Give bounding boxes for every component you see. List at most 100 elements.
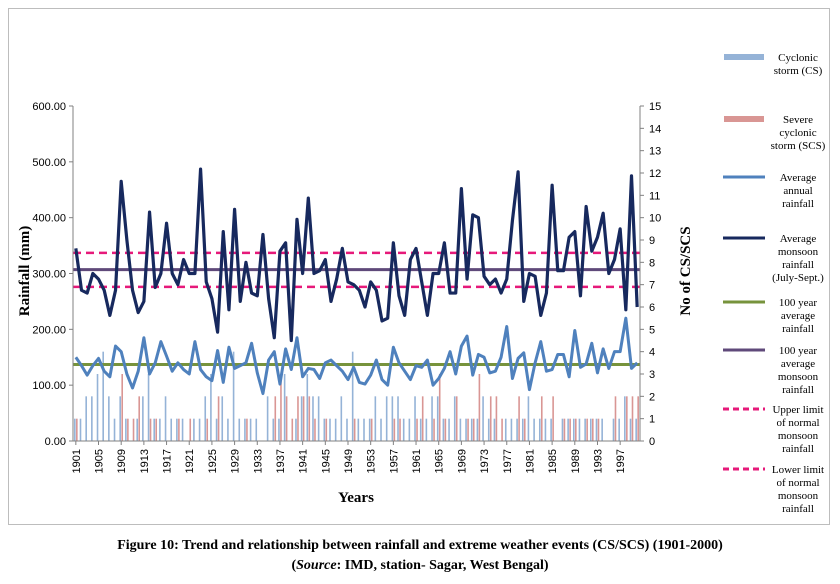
legend-label-line: Lower limit <box>772 464 824 476</box>
cs-bar-1970 <box>465 418 467 441</box>
cs-bar-1948 <box>340 396 343 441</box>
cs-bar-1989 <box>573 418 575 441</box>
legend-label-8: Lower limit of normal monsoon rainfall <box>772 464 824 515</box>
cs-bar-1943 <box>312 396 314 441</box>
cs-bar-1929 <box>232 351 235 441</box>
legend-label-line: average <box>781 358 815 370</box>
cs-bar-1913 <box>142 396 144 441</box>
legend-label-7: Upper limit of normal monsoon rainfall <box>772 404 823 455</box>
cs-bar-1904 <box>91 396 93 441</box>
cs-bar-1938 <box>283 374 286 441</box>
cs-bar-1959 <box>402 418 405 441</box>
legend-label-line: rainfall <box>782 443 814 455</box>
cs-bar-1909 <box>119 396 121 441</box>
x-tick-label: 1917 <box>162 449 174 473</box>
scs-bar-1962 <box>421 396 424 441</box>
y-tick-label: 400.00 <box>32 213 66 225</box>
scs-bar-1938 <box>285 396 288 441</box>
cs-bar-1946 <box>329 418 331 441</box>
cs-bar-1968 <box>453 396 456 441</box>
scs-bar-1943 <box>314 418 316 441</box>
cs-bar-1987 <box>561 418 564 441</box>
cs-bar-1925 <box>210 374 212 441</box>
x-tick-label: 1981 <box>524 449 536 473</box>
axes-layer: 0.00 100.00 200.00 300.00 400.00 500.00 600.00… <box>32 101 661 473</box>
x-tick-label: 1925 <box>207 449 219 473</box>
cs-bar-1965 <box>436 396 439 441</box>
scs-bar-1921 <box>189 418 192 441</box>
x-tick-label: 1973 <box>479 449 491 473</box>
legend-label-line: monsoon <box>778 371 819 383</box>
legend-label-line: Severe <box>783 114 813 126</box>
x-tick-label: 1941 <box>298 449 310 473</box>
scs-bar-1961 <box>416 418 418 441</box>
cs-bar-1991 <box>584 418 586 441</box>
legend-label-line: Upper limit <box>772 404 823 416</box>
scs-bar-1974 <box>489 396 492 441</box>
x-tick-label: 1957 <box>388 449 400 473</box>
cs-bar-1931 <box>244 418 246 441</box>
scs-bar-1915 <box>155 418 158 441</box>
scs-bar-1993 <box>597 418 600 441</box>
cs-bar-1980 <box>521 418 524 441</box>
cs-bar-1922 <box>193 418 195 441</box>
cs-bar-1906 <box>102 351 104 441</box>
cs-bar-1915 <box>153 418 156 441</box>
x-tick-label: 1937 <box>275 449 287 473</box>
cs-bar-1950 <box>351 351 354 441</box>
cs-bar-1998 <box>624 396 626 441</box>
legend-swatch-1 <box>724 54 764 60</box>
cs-bar-1964 <box>431 396 433 441</box>
cs-bar-1930 <box>238 418 241 441</box>
scs-bar-1987 <box>563 418 566 441</box>
cs-bar-1974 <box>487 418 490 441</box>
cs-bar-1949 <box>346 418 348 441</box>
y-tick-label: 200.00 <box>32 324 66 336</box>
scs-bar-1996 <box>614 396 617 441</box>
x-tick-label: 1965 <box>434 449 446 473</box>
scs-bar-1941 <box>302 396 305 441</box>
x-tick-label: 1949 <box>343 449 355 473</box>
scs-bar-1957 <box>393 418 396 441</box>
legend-label-line: monsoon <box>778 430 819 442</box>
cs-bar-1996 <box>612 418 615 441</box>
scs-bar-1910 <box>127 418 129 441</box>
cs-bar-1954 <box>374 396 377 441</box>
cs-bar-1942 <box>306 374 309 441</box>
cs-bar-1945 <box>323 418 326 441</box>
y2-tick-label: 15 <box>649 101 661 113</box>
scs-bar-1980 <box>523 418 526 441</box>
y2-tick-label: 3 <box>649 369 655 381</box>
y2-tick-label: 11 <box>649 190 660 202</box>
cs-bar-1952 <box>363 418 365 441</box>
bar-layer <box>74 351 639 441</box>
caption-open-paren: ( <box>291 558 297 573</box>
cs-bar-1901 <box>74 418 76 441</box>
y-tick-label: 0.00 <box>45 436 66 448</box>
x-tick-label: 1945 <box>320 449 332 473</box>
cs-bar-1923 <box>198 418 201 441</box>
cs-bar-2000 <box>635 418 637 441</box>
legend-label-line: of normal <box>776 477 819 489</box>
scs-bar-1964 <box>433 418 435 441</box>
cs-bar-1958 <box>397 396 399 441</box>
x-tick-label: 1933 <box>252 449 264 473</box>
scs-bar-1999 <box>631 396 634 441</box>
y-tick-label: 600.00 <box>32 101 66 113</box>
cs-bar-1916 <box>159 418 161 441</box>
y2-axis-title: No of CS/SCS <box>678 226 694 315</box>
cs-bar-1940 <box>295 418 297 441</box>
scs-bar-1936 <box>274 396 277 441</box>
chart-frame: 0.00 100.00 200.00 300.00 400.00 500.00 600.00… <box>8 8 830 525</box>
cs-bar-1924 <box>204 396 207 441</box>
scs-bar-1939 <box>291 418 294 441</box>
legend-label-line: annual <box>783 185 812 197</box>
legend-label-line: 100 year <box>779 345 818 357</box>
scs-bar-1988 <box>569 418 571 441</box>
x-tick-label: 1901 <box>71 449 83 473</box>
scs-bar-1966 <box>444 418 447 441</box>
scs-bar-1971 <box>472 418 475 441</box>
legend-label-line: monsoon <box>778 246 819 258</box>
cs-bar-1967 <box>448 418 450 441</box>
y2-tick-label: 9 <box>649 235 655 247</box>
